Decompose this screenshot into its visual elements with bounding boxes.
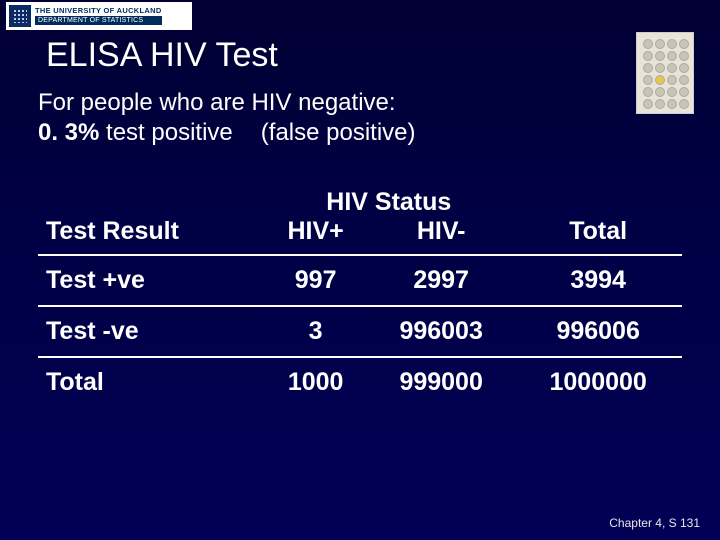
university-crest-icon xyxy=(9,5,31,27)
cell-value: 3 xyxy=(263,306,368,357)
cell-value: 1000 xyxy=(263,357,368,407)
cell-value: 997 xyxy=(263,255,368,306)
header-text: THE UNIVERSITY OF AUCKLAND DEPARTMENT OF… xyxy=(35,7,162,26)
cell-value: 999000 xyxy=(368,357,514,407)
cell-value: 2997 xyxy=(368,255,514,306)
row-label: Test +ve xyxy=(38,255,263,306)
table-row: Test -ve 3 996003 996006 xyxy=(38,306,682,357)
header-total: Total xyxy=(514,217,682,255)
elisa-well xyxy=(667,63,677,73)
false-positive-text: (false positive) xyxy=(261,119,416,146)
elisa-well xyxy=(667,87,677,97)
table-row: Test +ve 997 2997 3994 xyxy=(38,255,682,306)
elisa-well xyxy=(643,75,653,85)
elisa-well xyxy=(667,51,677,61)
elisa-well xyxy=(655,99,665,109)
elisa-well xyxy=(655,51,665,61)
elisa-well xyxy=(679,99,689,109)
elisa-wells xyxy=(643,39,689,109)
body-line-1: For people who are HIV negative: xyxy=(38,88,416,118)
row-label: Total xyxy=(38,357,263,407)
department-name: DEPARTMENT OF STATISTICS xyxy=(35,16,162,25)
elisa-plate-image xyxy=(636,32,694,114)
slide-footer: Chapter 4, S 131 xyxy=(609,516,700,530)
test-positive-text: test positive xyxy=(99,119,232,146)
header-hiv-neg: HIV- xyxy=(368,217,514,255)
contingency-table: HIV Status Test Result HIV+ HIV- Total T… xyxy=(38,178,682,407)
elisa-well xyxy=(655,63,665,73)
table-row: Total 1000 999000 1000000 xyxy=(38,357,682,407)
elisa-well xyxy=(667,75,677,85)
cell-value: 1000000 xyxy=(514,357,682,407)
table-super-header-row: HIV Status xyxy=(38,178,682,217)
elisa-well xyxy=(643,87,653,97)
header-test-result: Test Result xyxy=(38,217,263,255)
elisa-well xyxy=(667,99,677,109)
percent-value: 0. 3% xyxy=(38,119,99,146)
university-name: THE UNIVERSITY OF AUCKLAND xyxy=(35,7,162,15)
elisa-well xyxy=(667,39,677,49)
elisa-well xyxy=(679,51,689,61)
header-hiv-pos: HIV+ xyxy=(263,217,368,255)
elisa-well xyxy=(643,63,653,73)
row-label: Test -ve xyxy=(38,306,263,357)
elisa-well xyxy=(643,51,653,61)
slide-title: ELISA HIV Test xyxy=(46,36,278,75)
body-line-2: 0. 3% test positive (false positive) xyxy=(38,118,416,148)
table-header-row: Test Result HIV+ HIV- Total xyxy=(38,217,682,255)
header-bar: THE UNIVERSITY OF AUCKLAND DEPARTMENT OF… xyxy=(6,2,192,30)
elisa-well xyxy=(643,39,653,49)
cell-value: 3994 xyxy=(514,255,682,306)
hiv-status-header: HIV Status xyxy=(263,178,514,217)
cell-value: 996003 xyxy=(368,306,514,357)
elisa-well xyxy=(679,75,689,85)
elisa-well xyxy=(679,63,689,73)
elisa-well xyxy=(679,39,689,49)
elisa-well xyxy=(679,87,689,97)
elisa-well xyxy=(655,39,665,49)
elisa-well xyxy=(655,87,665,97)
cell-value: 996006 xyxy=(514,306,682,357)
elisa-well xyxy=(643,99,653,109)
elisa-well xyxy=(655,75,665,85)
slide-body: For people who are HIV negative: 0. 3% t… xyxy=(38,88,416,148)
